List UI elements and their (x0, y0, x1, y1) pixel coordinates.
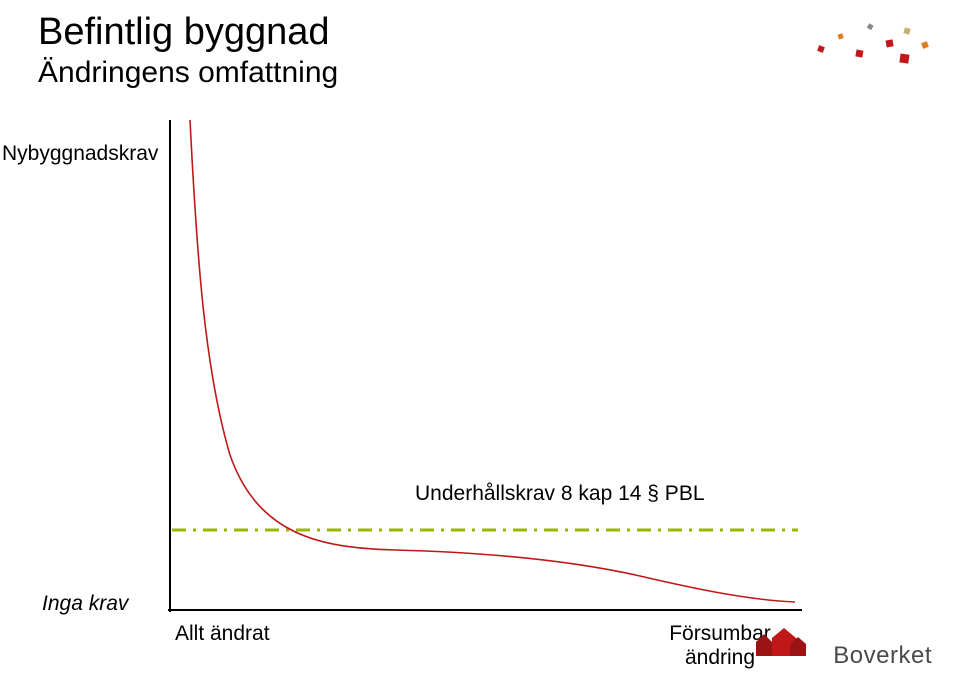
y-axis-bottom-label: Inga krav (42, 592, 128, 616)
threshold-label: Underhållskrav 8 kap 14 § PBL (415, 482, 705, 506)
y-axis-top-label: Nybyggnadskrav (2, 142, 158, 166)
x-axis-right-label-line2: ändring (685, 646, 755, 669)
x-axis-left-label: Allt ändrat (175, 622, 270, 646)
confetti-icon (808, 6, 948, 76)
chart-svg (0, 0, 960, 684)
logo-houses-icon (750, 624, 810, 658)
logo-wordmark: Boverket (833, 642, 932, 670)
